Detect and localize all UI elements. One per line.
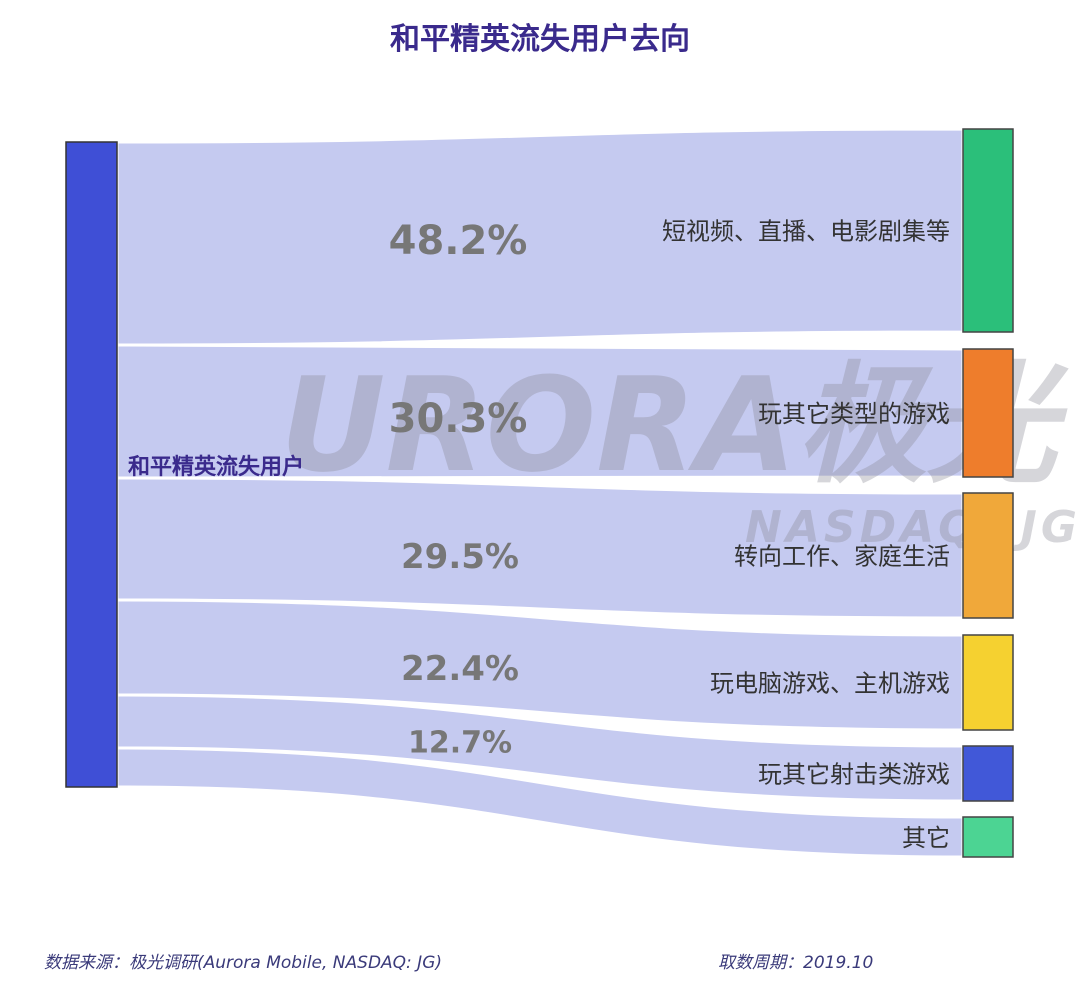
target-label: 玩其它类型的游戏 bbox=[758, 400, 950, 428]
source-label: 和平精英流失用户 bbox=[128, 454, 304, 480]
value-label: 12.7% bbox=[408, 726, 512, 761]
value-label: 22.4% bbox=[401, 649, 519, 689]
value-label: 30.3% bbox=[389, 396, 528, 442]
target-node bbox=[962, 634, 1014, 731]
target-label: 转向工作、家庭生活 bbox=[734, 543, 950, 571]
value-label: 48.2% bbox=[389, 218, 528, 264]
target-label: 短视频、直播、电影剧集等 bbox=[662, 218, 950, 246]
target-node bbox=[962, 816, 1014, 858]
target-label: 玩电脑游戏、主机游戏 bbox=[710, 670, 950, 698]
footer-source: 数据来源：极光调研(Aurora Mobile, NASDAQ: JG) bbox=[44, 953, 442, 973]
watermark-logo: URORA极光 bbox=[280, 349, 1069, 501]
target-node bbox=[962, 745, 1014, 802]
target-node bbox=[962, 492, 1014, 619]
value-label: 29.5% bbox=[401, 537, 519, 577]
footer-period: 取数周期：2019.10 bbox=[718, 953, 874, 973]
chart-title: 和平精英流失用户去向 bbox=[390, 22, 690, 57]
target-label: 其它 bbox=[902, 824, 950, 852]
source-node bbox=[65, 141, 118, 788]
watermark-sub: NASDAQ: JG bbox=[745, 502, 1080, 553]
target-node bbox=[962, 348, 1014, 478]
target-label: 玩其它射击类游戏 bbox=[758, 761, 950, 789]
target-node bbox=[962, 128, 1014, 333]
